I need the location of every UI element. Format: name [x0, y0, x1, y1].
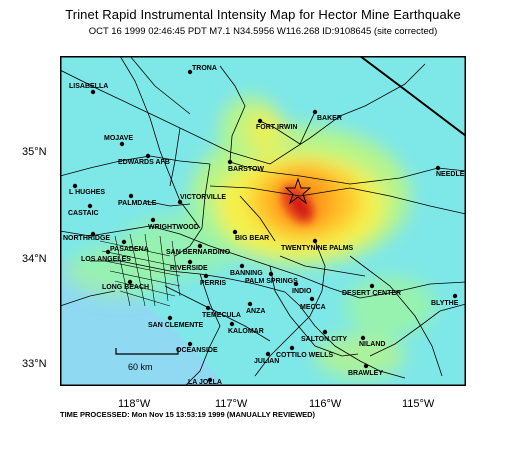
city-label-brawley: BRAWLEY: [348, 370, 383, 377]
city-dot-victorville: [177, 199, 183, 205]
city-label-pasadena: PASADENA: [110, 246, 149, 253]
city-label-anza: ANZA: [246, 308, 265, 315]
city-dot-mecca: [309, 296, 315, 302]
city-dot-indio: [293, 281, 299, 287]
city-dot-julian: [265, 351, 271, 357]
city-dot-san-clemente: [167, 315, 173, 321]
map-title: Trinet Rapid Instrumental Intensity Map …: [65, 7, 461, 22]
urban-roads: [99, 233, 181, 307]
city-dot-wrightwood: [150, 217, 156, 223]
lon-label-118: 118°W: [118, 398, 151, 410]
scale-bar-label: 60 km: [128, 362, 153, 372]
city-label-la-jolla: LA JOLLA: [188, 379, 222, 386]
city-dot-barstow: [227, 159, 233, 165]
map-subtitle: OCT 16 1999 02:46:45 PDT M7.1 N34.5956 W…: [88, 26, 438, 37]
city-dot-perris: [203, 273, 209, 279]
city-label-palmdale: PALMDALE: [118, 200, 157, 207]
city-label-long-beach: LONG BEACH: [102, 284, 149, 291]
city-dot-northridge: [90, 231, 96, 237]
city-label-wrightwood: WRIGHTWOOD: [148, 224, 199, 231]
city-label-san-clemente: SAN CLEMENTE: [148, 322, 204, 329]
city-dot-palmdale: [128, 193, 134, 199]
city-label-cottilo-wells: COTTILO WELLS: [276, 352, 333, 359]
city-dot-twentynine-palms: [312, 238, 318, 244]
city-dot-castaic: [87, 203, 93, 209]
city-dot-brawley: [363, 363, 369, 369]
city-dot-salton-city: [322, 329, 328, 335]
city-label-oceanside: OCEANSIDE: [176, 347, 218, 354]
city-dot-la-jolla: [207, 377, 213, 383]
city-label-needles: NEEDLES: [436, 171, 466, 178]
lon-label-116: 116°W: [309, 398, 342, 410]
scale-bar: [115, 348, 179, 355]
city-dot-trona: [187, 69, 193, 75]
city-label-temecula: TEMECULA: [202, 312, 241, 319]
lon-label-115: 115°W: [402, 398, 435, 410]
city-dot-baker: [312, 109, 318, 115]
city-dot-niland: [360, 335, 366, 341]
city-label-fort-irwin: FORT IRWIN: [256, 124, 297, 131]
city-dot-oceanside: [187, 341, 193, 347]
city-label-perris: PERRIS: [200, 280, 226, 287]
lat-label-34: 34°N: [22, 253, 47, 265]
city-dot-pasadena: [121, 239, 127, 245]
city-label-desert-center: DESERT CENTER: [342, 290, 401, 297]
road-network: [60, 56, 466, 386]
lat-label-33: 33°N: [22, 358, 47, 370]
city-label-julian: JULIAN: [254, 358, 279, 365]
lat-label-35: 35°N: [22, 146, 47, 158]
city-label-baker: BAKER: [317, 115, 342, 122]
city-dot-needles: [435, 165, 441, 171]
city-dot-banning: [239, 263, 245, 269]
city-dot-kalomar: [229, 321, 235, 327]
city-dot-l-hughes: [72, 183, 78, 189]
city-label-victorville: VICTORVILLE: [180, 194, 226, 201]
city-label-palm-springs: PALM SPRINGS: [245, 278, 298, 285]
city-dot-fort-irwin: [257, 118, 263, 124]
city-label-riverside: RIVERSIDE: [170, 265, 208, 272]
city-label-twentynine-palms: TWENTYNINE PALMS: [281, 245, 354, 252]
city-dot-mojave: [119, 141, 125, 147]
city-dot-riverside: [187, 259, 193, 265]
city-dot-edwards-afb: [145, 153, 151, 159]
city-dot-palm-springs: [268, 271, 274, 277]
city-label-big-bear: BIG BEAR: [235, 235, 269, 242]
city-dot-desert-center: [369, 283, 375, 289]
city-label-castaic: CASTAIC: [68, 210, 99, 217]
state-border: [359, 56, 466, 137]
intensity-field: [65, 96, 435, 378]
city-dot-long-beach: [127, 279, 133, 285]
lon-label-117: 117°W: [215, 398, 248, 410]
star-icon: [284, 177, 312, 205]
city-dot-temecula: [205, 305, 211, 311]
city-label-l-hughes: L HUGHES: [69, 189, 105, 196]
city-dot-blythe: [452, 293, 458, 299]
city-label-salton-city: SALTON CITY: [301, 336, 347, 343]
city-label-northridge: NORTHRIDGE: [63, 235, 110, 242]
city-label-mecca: MECCA: [300, 304, 326, 311]
city-dot-anza: [247, 301, 253, 307]
city-label-mojave: MOJAVE: [104, 135, 133, 142]
city-label-trona: TRONA: [192, 65, 217, 72]
city-label-los-angeles: LOS ANGELES: [81, 256, 131, 263]
city-label-barstow: BARSTOW: [228, 166, 264, 173]
city-label-lisabella: LISABELLA: [69, 83, 108, 90]
map-frame: [60, 56, 466, 386]
city-dot-san-bernardino: [197, 243, 203, 249]
city-label-blythe: BLYTHE: [431, 300, 459, 307]
city-label-kalomar: KALOMAR: [228, 328, 264, 335]
processing-timestamp: TIME PROCESSED: Mon Nov 15 13:53:19 1999…: [60, 410, 316, 419]
city-dot-cottilo-wells: [289, 345, 295, 351]
city-markers: TRONA LISABELLA BAKER FORT IRWIN MOJAVE EDWAR…: [63, 65, 466, 386]
intensity-map: 60 km TRONA LISABELLA BAKER FORT IRWIN MOJAV…: [60, 56, 466, 386]
city-label-banning: BANNING: [230, 270, 263, 277]
city-dot-los-angeles: [105, 249, 111, 255]
city-dot-lisabella: [90, 89, 96, 95]
city-label-san-bernardino: SAN BERNARDINO: [166, 249, 231, 256]
city-dot-big-bear: [232, 229, 238, 235]
city-label-indio: INDIO: [292, 288, 312, 295]
city-label-niland: NILAND: [359, 341, 385, 348]
city-label-edwards-afb: EDWARDS AFB: [118, 159, 170, 166]
